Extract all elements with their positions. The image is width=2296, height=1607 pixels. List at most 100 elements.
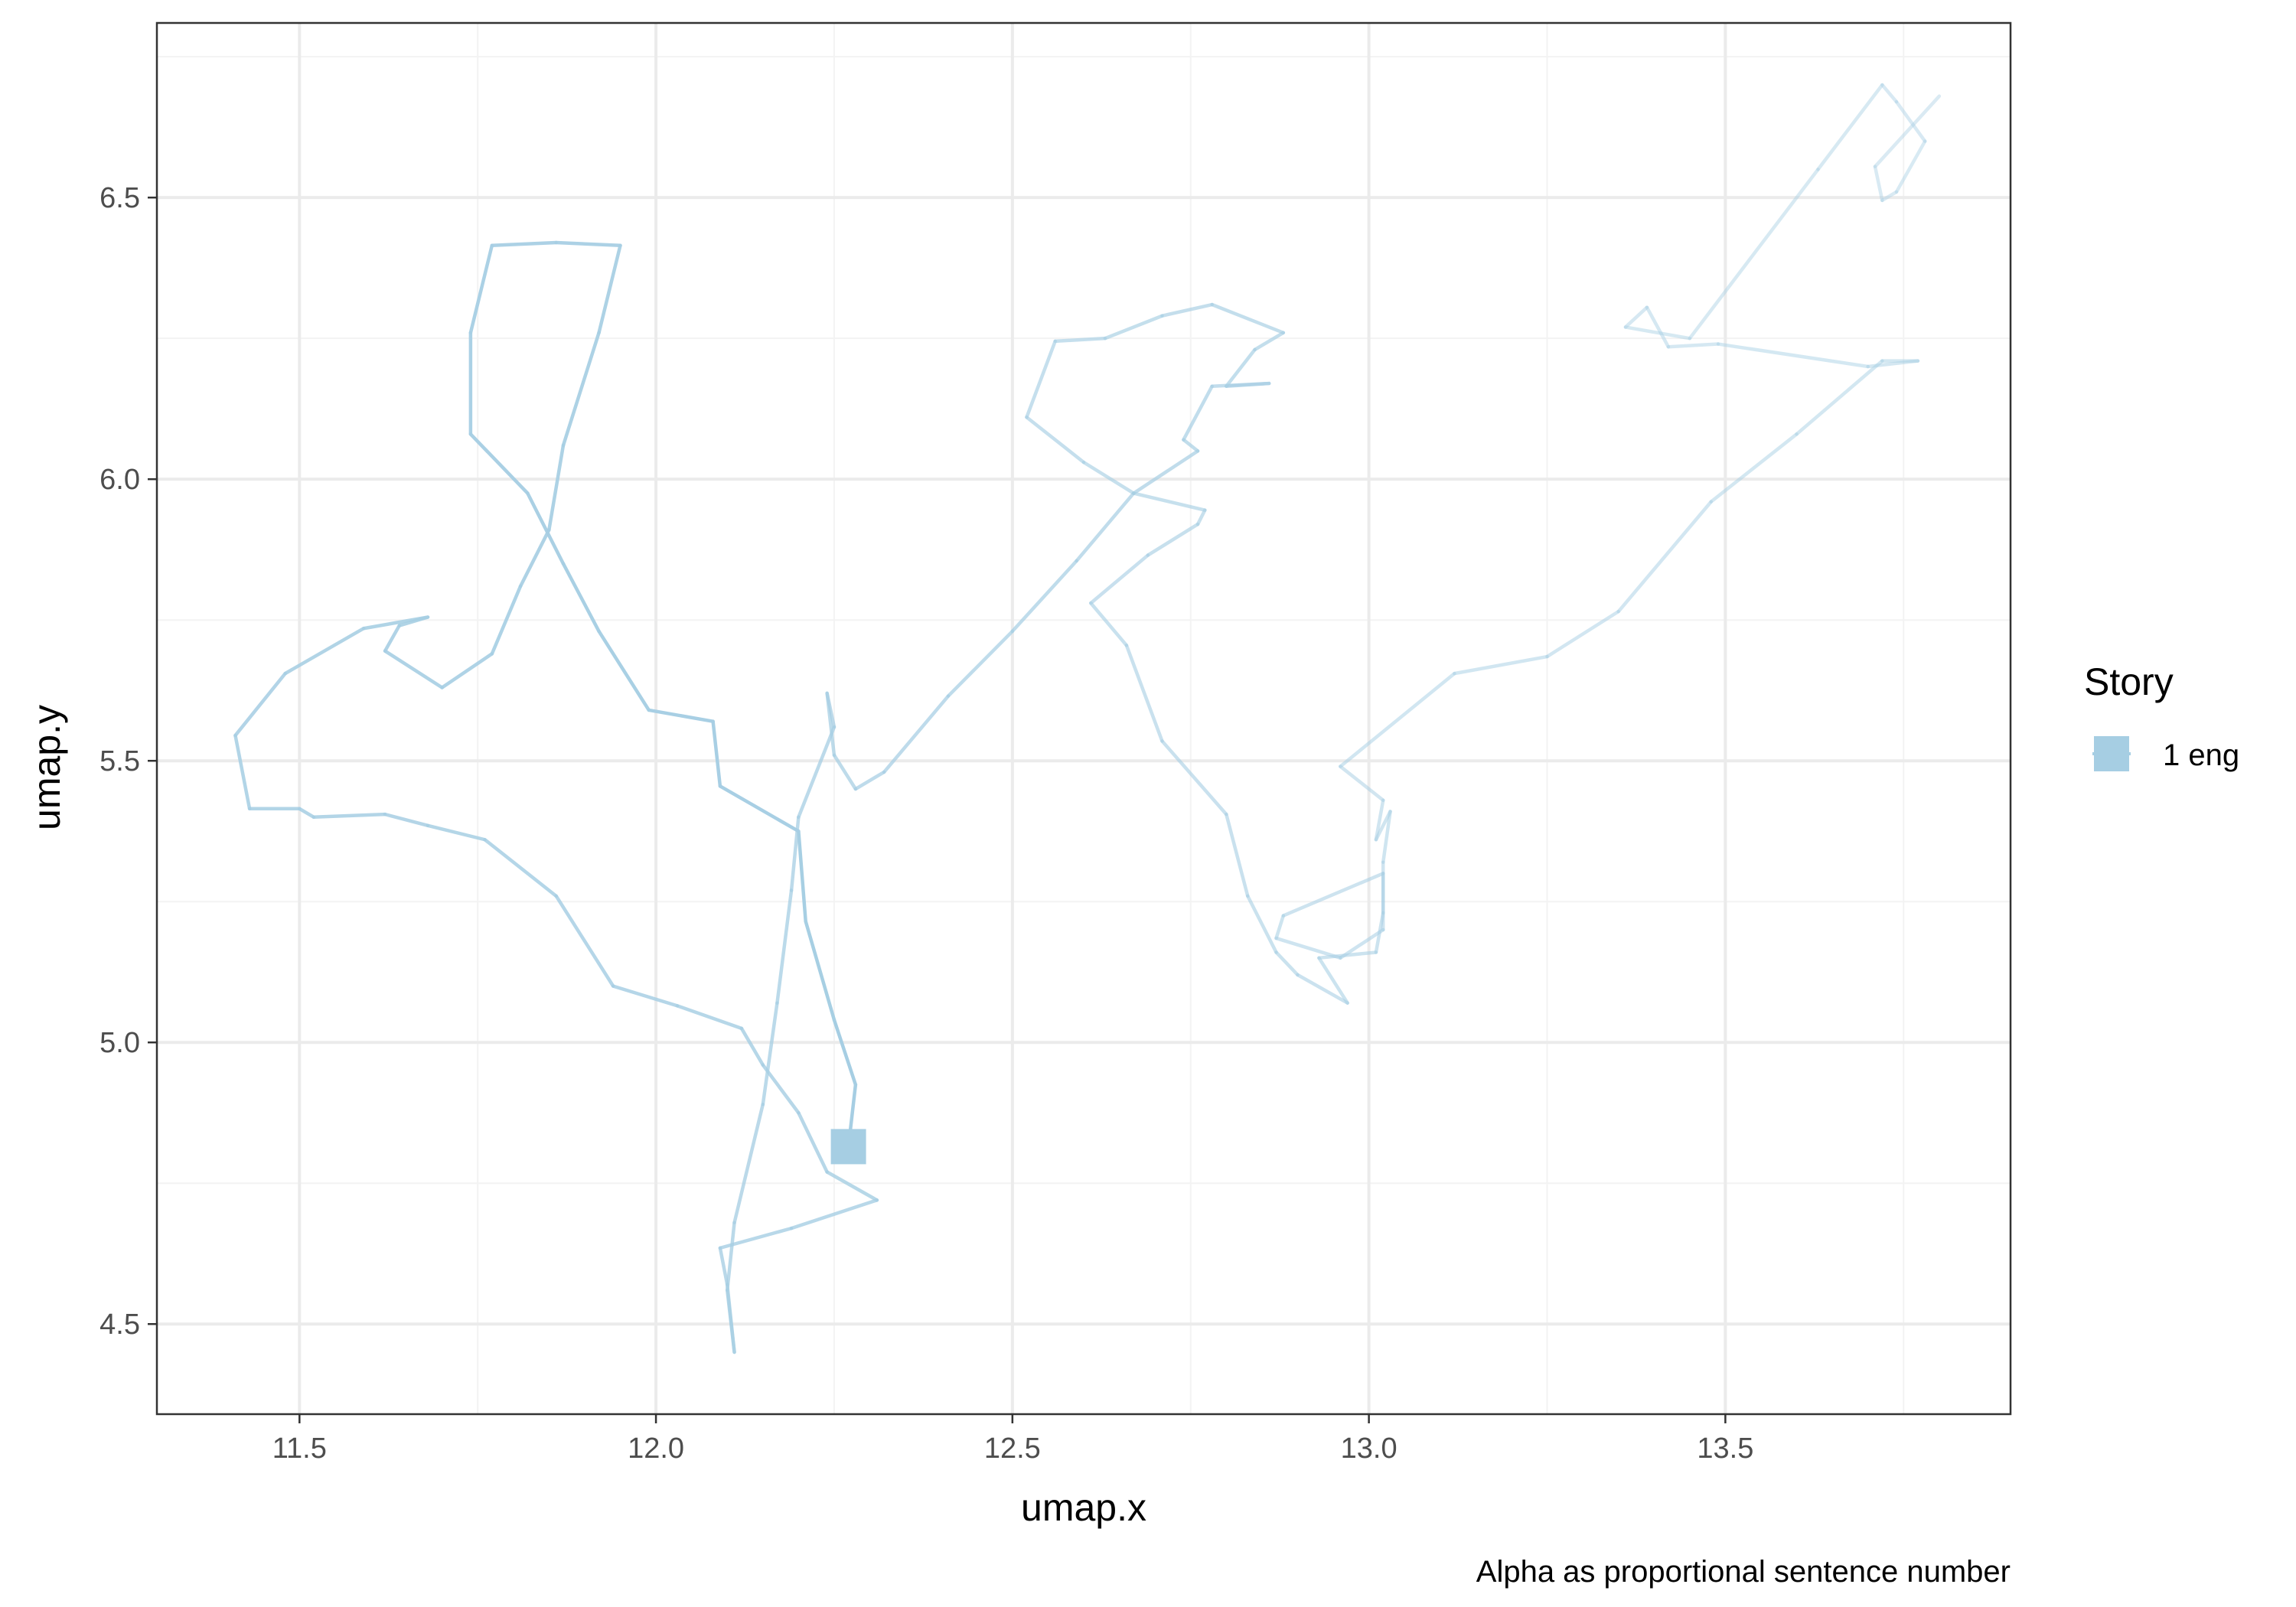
series-segment bbox=[1795, 359, 1884, 436]
series-segment bbox=[825, 691, 837, 758]
series-segment bbox=[554, 240, 622, 247]
series-segment bbox=[1246, 894, 1278, 954]
series-segment bbox=[1281, 872, 1385, 918]
series-segment bbox=[468, 432, 530, 495]
series-segment bbox=[853, 770, 886, 791]
series-segment bbox=[1374, 798, 1385, 842]
panel-border bbox=[155, 21, 2012, 1416]
series-segment bbox=[1253, 331, 1286, 352]
start-marker-square bbox=[830, 1129, 866, 1165]
legend-title: Story bbox=[2084, 660, 2174, 703]
series-segment bbox=[611, 984, 680, 1008]
series-segment bbox=[761, 1001, 779, 1107]
y-tick-label: 6.0 bbox=[99, 464, 140, 496]
series-segment bbox=[561, 331, 601, 448]
series-segment bbox=[804, 919, 837, 1022]
y-tick-label: 5.5 bbox=[99, 745, 140, 777]
series-segment bbox=[675, 1004, 744, 1031]
series-segment bbox=[1381, 810, 1392, 864]
series-segment bbox=[468, 243, 494, 335]
series-segment bbox=[711, 719, 722, 788]
series-segment bbox=[1894, 99, 1927, 143]
series-segment bbox=[1339, 927, 1385, 960]
series-segment bbox=[1053, 336, 1107, 344]
series-segment bbox=[1545, 609, 1620, 659]
series-segment bbox=[1816, 83, 1884, 171]
series-segment bbox=[1131, 491, 1207, 512]
series-segment bbox=[1894, 139, 1927, 194]
series-segment bbox=[283, 626, 366, 676]
series-segment bbox=[1666, 342, 1720, 349]
series-segment bbox=[1274, 950, 1300, 977]
series-segment bbox=[832, 1018, 858, 1087]
series-segment bbox=[1160, 739, 1228, 817]
y-tick-label: 4.5 bbox=[99, 1309, 140, 1341]
series-segment bbox=[383, 624, 401, 653]
series-segment bbox=[518, 528, 551, 588]
y-axis-title: umap.y bbox=[25, 705, 68, 830]
x-tick-label: 12.0 bbox=[628, 1433, 684, 1465]
series-segment bbox=[789, 815, 801, 892]
series-segment bbox=[383, 649, 444, 689]
x-tick-label: 13.0 bbox=[1341, 1433, 1397, 1465]
series-path-layer bbox=[233, 83, 1942, 1354]
series-segment bbox=[739, 1026, 765, 1067]
series-segment bbox=[361, 615, 430, 631]
series-segment bbox=[483, 837, 558, 898]
series-segment bbox=[1081, 460, 1136, 495]
series-segment bbox=[1274, 936, 1342, 960]
series-segment bbox=[1182, 384, 1214, 442]
series-segment bbox=[1089, 601, 1129, 647]
series-segment bbox=[1645, 305, 1671, 349]
series-segment bbox=[797, 1110, 829, 1174]
series-segment bbox=[1160, 302, 1214, 318]
series-segment bbox=[526, 491, 566, 566]
series-segment bbox=[440, 652, 494, 689]
series-segment bbox=[1296, 973, 1349, 1005]
series-segment bbox=[597, 629, 651, 712]
series-segment bbox=[1866, 359, 1920, 369]
series-segment bbox=[1210, 302, 1286, 335]
series-segment bbox=[1075, 491, 1136, 563]
series-segment bbox=[554, 894, 615, 988]
series-segment bbox=[490, 584, 523, 656]
series-segment bbox=[1225, 381, 1271, 388]
series-segment bbox=[825, 1170, 879, 1202]
series-segment bbox=[1124, 644, 1164, 743]
series-segment bbox=[547, 443, 566, 532]
series-segment bbox=[1089, 553, 1150, 605]
series-segment bbox=[797, 725, 837, 820]
series-segment bbox=[1225, 347, 1257, 388]
series-segment bbox=[718, 784, 801, 833]
series-segment bbox=[1623, 305, 1649, 329]
x-tick-label: 12.5 bbox=[984, 1433, 1041, 1465]
series-segment bbox=[1616, 500, 1714, 614]
x-axis-ticks: 11.5 12.0 12.5 13.0 13.5 bbox=[272, 1414, 1753, 1465]
series-segment bbox=[1025, 339, 1057, 419]
series-segment bbox=[946, 629, 1015, 698]
series-segment bbox=[775, 888, 794, 1005]
series-segment bbox=[1317, 956, 1349, 1005]
series-segment bbox=[1880, 83, 1899, 104]
series-segment bbox=[561, 562, 601, 634]
series-marker-layer bbox=[830, 1129, 866, 1165]
series-segment bbox=[298, 807, 316, 820]
series-segment bbox=[1709, 432, 1799, 504]
series-segment bbox=[732, 1102, 765, 1224]
series-segment bbox=[1274, 914, 1286, 940]
series-segment bbox=[1182, 438, 1200, 453]
series-segment bbox=[1339, 764, 1385, 802]
series-segment bbox=[832, 753, 858, 791]
series-segment bbox=[311, 812, 387, 820]
series-segment bbox=[718, 1246, 729, 1286]
series-segment bbox=[1146, 522, 1200, 557]
series-segment bbox=[647, 708, 715, 723]
series-segment bbox=[383, 812, 430, 828]
series-segment bbox=[1103, 314, 1164, 341]
series-segment bbox=[1873, 165, 1884, 203]
y-tick-label: 5.0 bbox=[99, 1027, 140, 1059]
series-segment bbox=[1873, 94, 1942, 168]
major-gridlines bbox=[157, 23, 2011, 1414]
